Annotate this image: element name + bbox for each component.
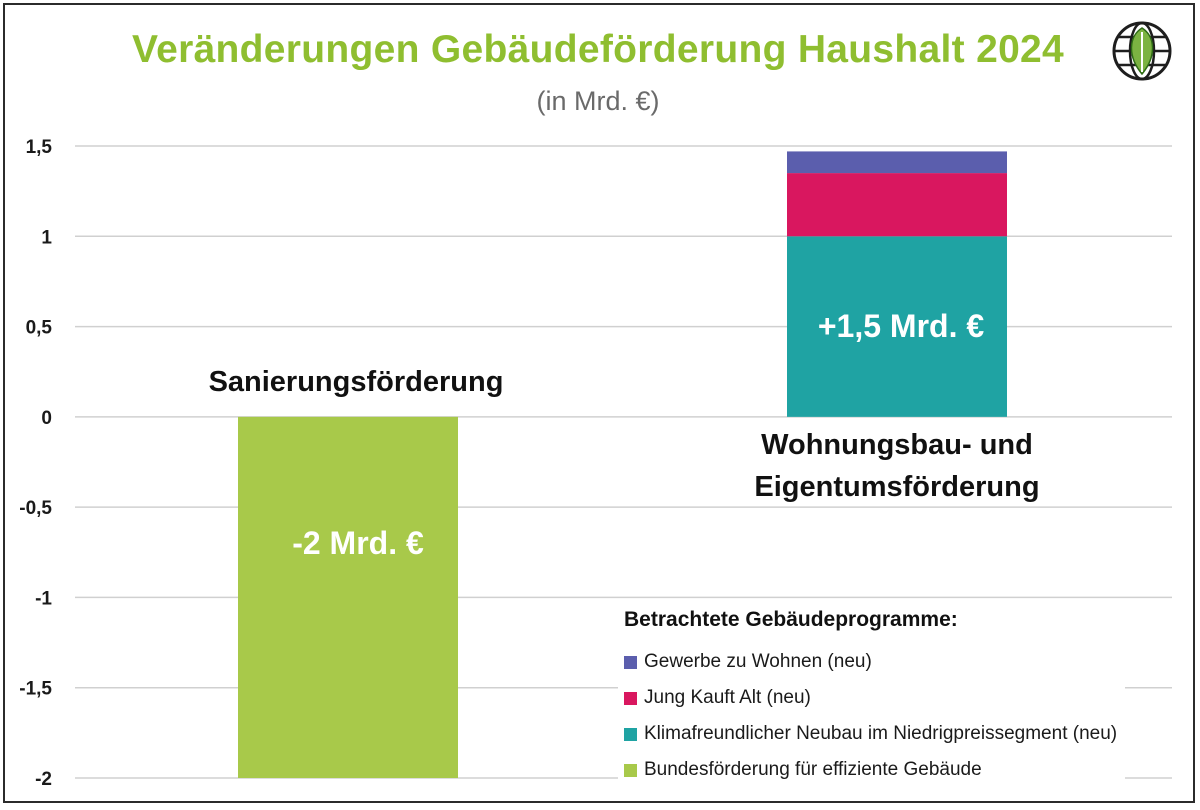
bar-segment (238, 416, 458, 778)
bar-segment (787, 173, 1007, 237)
legend-swatch (624, 763, 637, 777)
legend-label: Bundesförderung für effiziente Gebäude (644, 759, 982, 780)
legend-item: Jung Kauft Alt (neu) (624, 680, 1117, 716)
bars (238, 151, 1007, 778)
legend-items: Gewerbe zu Wohnen (neu) Jung Kauft Alt (n… (624, 644, 1117, 788)
legend-item: Klimafreundlicher Neubau im Niedrigpreis… (624, 716, 1117, 752)
legend-item: Gewerbe zu Wohnen (neu) (624, 644, 1117, 680)
globe-leaf-icon (1112, 21, 1172, 81)
y-tick-label: -0,5 (19, 498, 52, 519)
data-label: +1,5 Mrd. € (818, 308, 985, 344)
legend-swatch (624, 691, 637, 705)
chart-labels: Sanierungsförderung Wohnungsbau- und Eigen… (209, 308, 1040, 561)
category-label: Sanierungsförderung (209, 366, 504, 398)
category-label: Wohnungsbau- und Eigentumsförderung (754, 429, 1039, 503)
chart-subtitle: (in Mrd. €) (536, 86, 660, 116)
bar-segment (787, 151, 1007, 174)
legend-label: Klimafreundlicher Neubau im Niedrigpreis… (644, 723, 1118, 744)
legend-swatch (624, 727, 637, 741)
legend: Betrachtete Gebäudeprogramme: Gewerbe zu… (618, 604, 1126, 792)
chart-frame (3, 3, 1195, 803)
y-tick-label: 0 (41, 408, 52, 429)
y-tick-label: 0,5 (26, 318, 53, 339)
y-tick-label: 1 (41, 227, 52, 248)
y-tick-label: 1,5 (26, 137, 53, 158)
data-label: -2 Mrd. € (292, 525, 424, 561)
y-tick-label: -1,5 (19, 679, 52, 700)
legend-label: Jung Kauft Alt (neu) (644, 687, 811, 708)
bar-segment (787, 236, 1007, 417)
legend-item: Bundesförderung für effiziente Gebäude (624, 752, 1117, 788)
legend-label: Gewerbe zu Wohnen (neu) (644, 651, 872, 672)
y-axis-ticks: 1,5 1 0,5 0 -0,5 -1 -1,5 -2 (19, 137, 52, 790)
y-tick-label: -2 (35, 769, 52, 790)
legend-title: Betrachtete Gebäudeprogramme: (624, 608, 958, 631)
chart-title: Veränderungen Gebäudeförderung Haushalt … (131, 28, 1065, 71)
legend-swatch (624, 655, 637, 669)
y-tick-label: -1 (35, 588, 52, 609)
